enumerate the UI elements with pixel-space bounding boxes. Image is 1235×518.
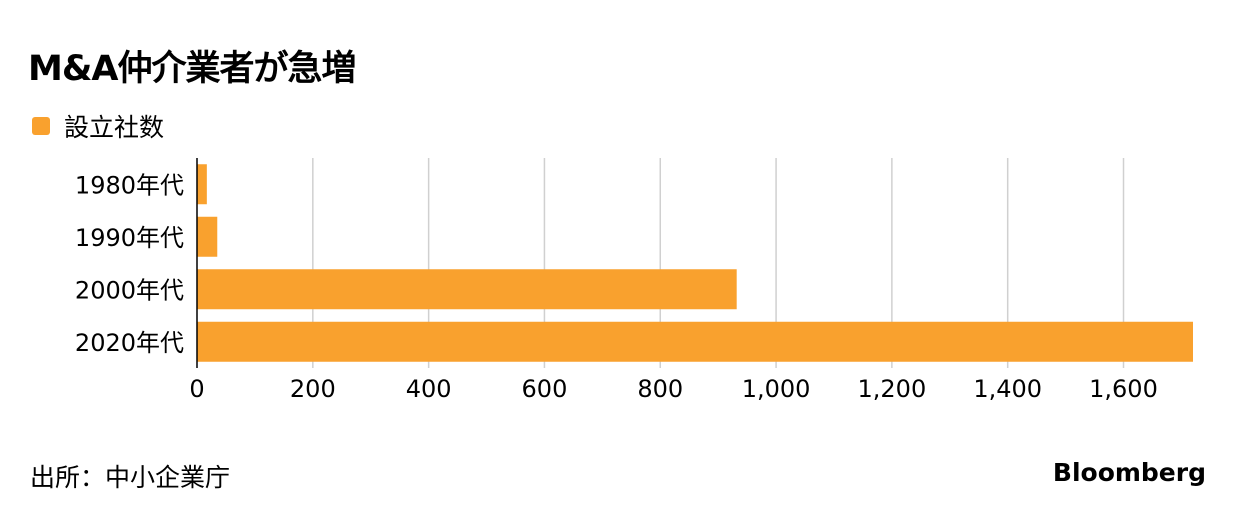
x-tick-label: 200 [290, 375, 336, 403]
bar [197, 164, 207, 205]
x-tick-label: 1,600 [1089, 375, 1158, 403]
bar [197, 216, 218, 257]
x-tick-label: 800 [637, 375, 683, 403]
x-tick-label: 400 [406, 375, 452, 403]
x-tick-label: 1,200 [858, 375, 927, 403]
bar [197, 321, 1193, 362]
legend: 設立社数 [32, 108, 164, 144]
legend-label: 設立社数 [64, 113, 165, 142]
legend-swatch [32, 117, 50, 135]
brand-logo: Bloomberg [1052, 458, 1206, 487]
category-label: 2000年代 [75, 276, 184, 304]
category-label: 1980年代 [75, 171, 184, 199]
x-tick-label: 1,000 [742, 375, 811, 403]
chart-title: M&A仲介業者が急増 [28, 49, 356, 89]
category-label: 1990年代 [75, 224, 184, 252]
bar [197, 269, 737, 310]
x-tick-label: 600 [522, 375, 568, 403]
source-note: 出所：中小企業庁 [30, 463, 231, 492]
category-label: 2020年代 [75, 329, 184, 357]
x-tick-label: 0 [189, 375, 204, 403]
x-tick-label: 1,400 [973, 375, 1042, 403]
